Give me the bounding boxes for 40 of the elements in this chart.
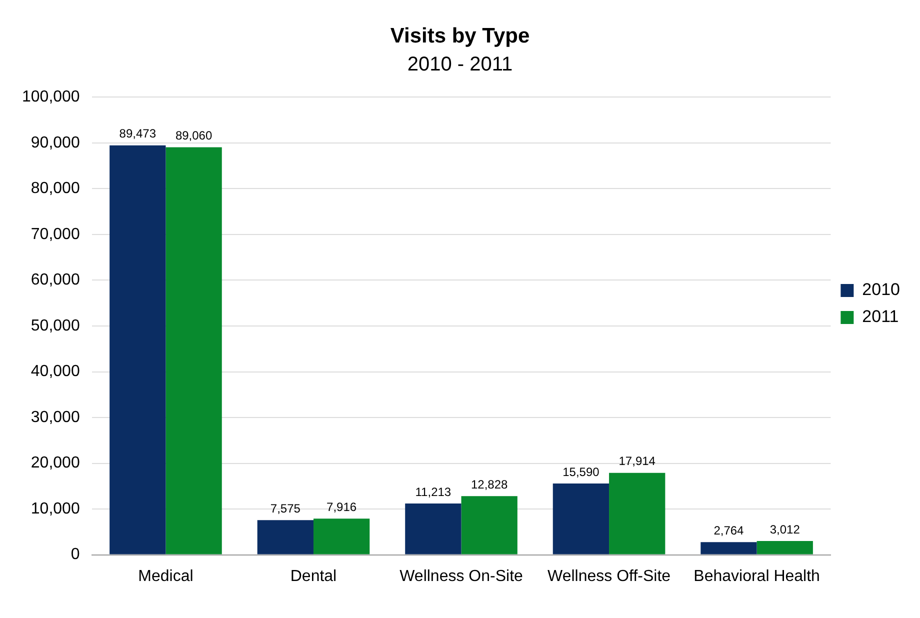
x-tick-label: Dental [290,568,337,585]
x-tick-label: Wellness On-Site [400,568,524,585]
data-label: 7,575 [270,501,301,516]
y-tick-label: 60,000 [30,272,80,289]
y-tick-label: 90,000 [30,134,80,152]
y-tick-label: 80,000 [30,180,80,198]
y-tick-label: 50,000 [30,317,80,334]
data-label: 7,916 [326,500,357,514]
bar [166,147,222,554]
data-label: 3,012 [770,522,800,536]
bar [700,542,757,554]
bar [257,520,314,554]
bar [461,496,518,554]
bar [552,483,610,554]
x-tick-label: Medical [138,568,194,585]
bar [313,518,370,554]
bar [405,503,462,554]
data-label: 12,828 [470,477,508,492]
data-label: 89,060 [175,128,212,143]
y-tick-label: 0 [70,546,80,564]
y-tick-label: 30,000 [30,408,80,426]
data-label: 15,590 [562,464,600,479]
y-tick-label: 100,000 [22,88,80,106]
y-tick-label: 40,000 [30,363,80,380]
chart-subtitle: 2010 - 2011 [407,54,513,76]
legend-label: 2010 [862,280,900,300]
bar [110,145,166,554]
bar [609,472,666,554]
data-label: 2,764 [714,523,744,538]
x-tick-label: Behavioral Health [694,568,820,585]
y-tick-label: 70,000 [30,226,80,243]
data-label: 89,473 [119,126,156,141]
y-tick-label: 20,000 [30,454,80,472]
bar [756,541,813,554]
data-label: 11,213 [415,484,452,499]
data-label: 17,914 [618,454,656,468]
chart-title: Visits by Type [390,24,530,48]
x-tick-label: Wellness Off-Site [548,568,671,585]
y-tick-label: 10,000 [30,500,80,518]
legend-label: 2011 [862,307,899,326]
